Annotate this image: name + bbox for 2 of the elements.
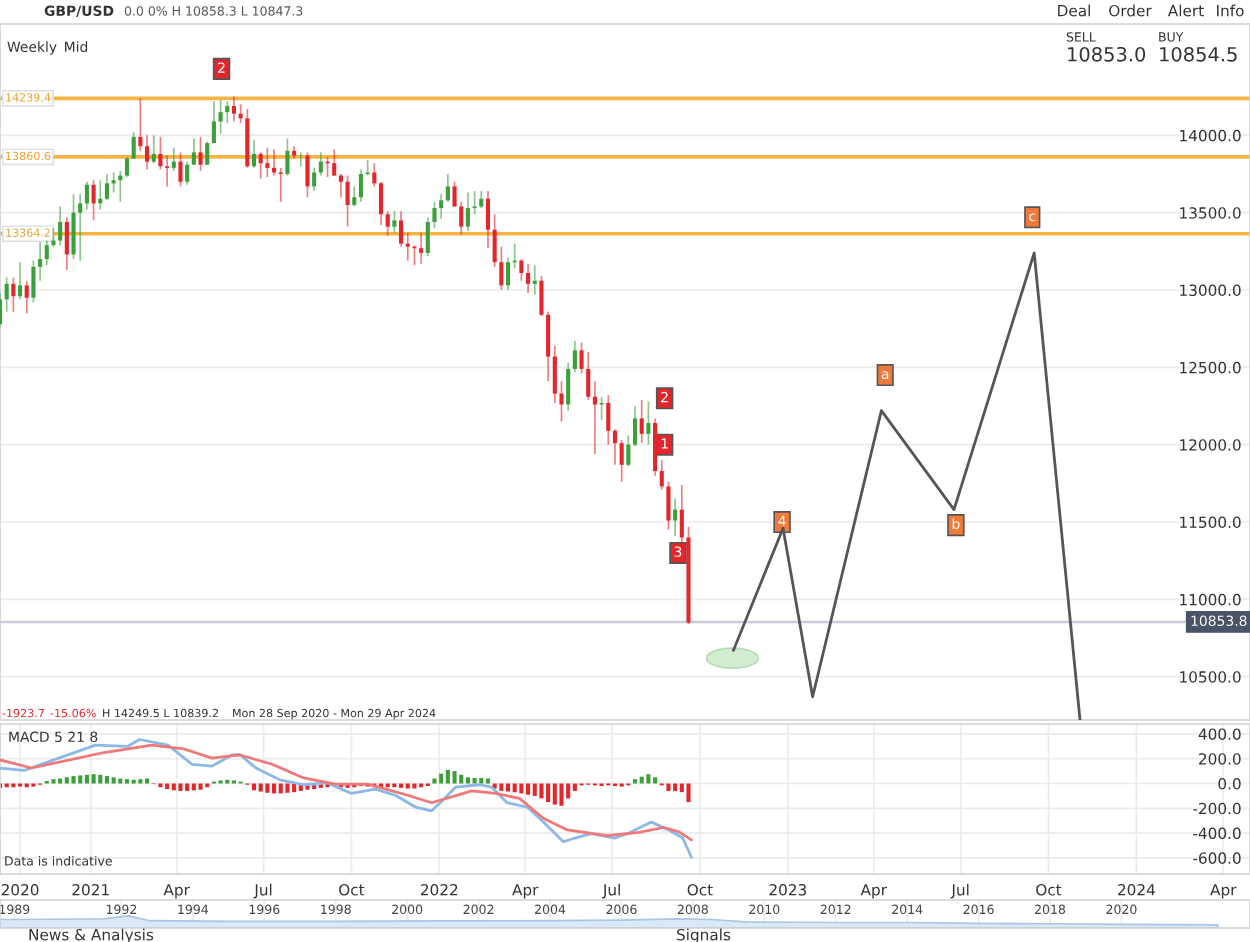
annotation: 10853.0 — [1068, 46, 1146, 62]
annotation: 10854.5 — [1160, 46, 1237, 62]
